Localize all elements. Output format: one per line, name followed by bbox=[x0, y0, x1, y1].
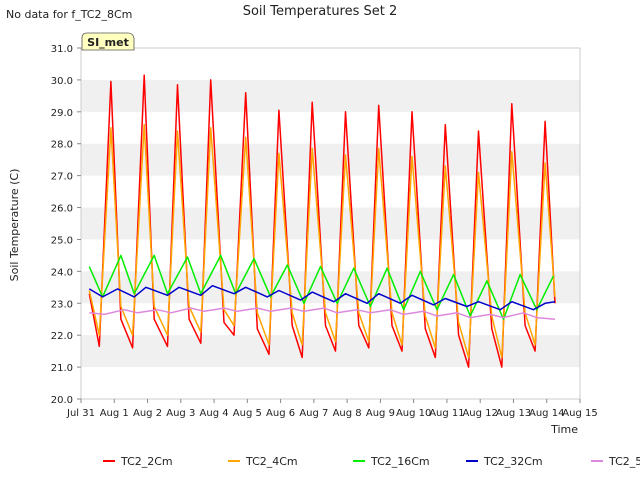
x-tick-label: Aug 7 bbox=[299, 408, 328, 419]
x-axis-label: Time bbox=[550, 423, 578, 436]
x-tick-label: Aug 10 bbox=[396, 408, 431, 419]
series-line-tc2-2cm bbox=[88, 74, 556, 368]
x-tick-label: Aug 3 bbox=[166, 408, 195, 419]
legend: TC2_2Cm TC2_4Cm TC2_16Cm TC2_32Cm TC2_50Cm bbox=[103, 455, 640, 468]
y-axis-ticks: 20.0 21.0 22.0 23.0 24.0 25.0 26.0 27.0 28.0 29.0… bbox=[51, 44, 81, 406]
y-tick-label: 22.0 bbox=[51, 331, 73, 342]
x-tick-label: Aug 12 bbox=[462, 408, 497, 419]
x-tick-label: Aug 6 bbox=[266, 408, 295, 419]
chart-title: Soil Temperatures Set 2 bbox=[243, 4, 398, 19]
si-met-badge: SI_met bbox=[81, 32, 135, 51]
legend-label-tc2-4cm: TC2_4Cm bbox=[245, 455, 298, 468]
y-tick-label: 25.0 bbox=[51, 235, 73, 246]
x-tick-label: Aug 15 bbox=[562, 408, 597, 419]
y-tick-label: 23.0 bbox=[51, 299, 73, 310]
legend-label-tc2-16cm: TC2_16Cm bbox=[370, 455, 430, 468]
legend-label-tc2-2cm: TC2_2Cm bbox=[120, 455, 173, 468]
x-tick-label: Aug 5 bbox=[233, 408, 262, 419]
x-tick-label: Aug 2 bbox=[133, 408, 162, 419]
series-lines bbox=[88, 74, 556, 368]
x-tick-label: Aug 9 bbox=[366, 408, 395, 419]
grid-band bbox=[81, 79, 580, 112]
y-axis-label: Soil Temperature (C) bbox=[8, 169, 21, 282]
series-line-tc2-4cm bbox=[88, 123, 556, 359]
si-met-label: SI_met bbox=[87, 36, 129, 49]
x-tick-label: Aug 14 bbox=[529, 408, 564, 419]
legend-label-tc2-32cm: TC2_32Cm bbox=[483, 455, 543, 468]
y-tick-label: 31.0 bbox=[51, 44, 73, 55]
series-line-tc2-32cm bbox=[88, 284, 556, 311]
plot-frame bbox=[80, 47, 581, 400]
grid-band bbox=[81, 143, 580, 176]
y-tick-label: 27.0 bbox=[51, 172, 73, 183]
y-tick-label: 26.0 bbox=[51, 204, 73, 215]
no-data-note: No data for f_TC2_8Cm bbox=[6, 8, 132, 21]
plot-background-bands bbox=[81, 48, 580, 399]
x-tick-label: Aug 1 bbox=[100, 408, 129, 419]
series-line-tc2-50cm bbox=[89, 307, 556, 320]
grid-band bbox=[81, 207, 580, 240]
y-tick-label: 30.0 bbox=[51, 76, 73, 87]
x-tick-label: Aug 13 bbox=[496, 408, 531, 419]
y-tick-label: 28.0 bbox=[51, 140, 73, 151]
x-axis-ticks: Jul 31 Aug 1 Aug 2 Aug 3 Aug 4 Aug 5 Aug 6 Aug … bbox=[66, 399, 598, 419]
x-tick-label: Aug 11 bbox=[429, 408, 464, 419]
x-tick-label: Jul 31 bbox=[66, 408, 95, 419]
series-line-tc2-16cm bbox=[88, 254, 555, 320]
y-tick-label: 29.0 bbox=[51, 108, 73, 119]
y-tick-label: 24.0 bbox=[51, 267, 73, 278]
y-tick-label: 20.0 bbox=[51, 395, 73, 406]
legend-label-tc2-50cm: TC2_50Cm bbox=[608, 455, 640, 468]
x-tick-label: Aug 8 bbox=[333, 408, 362, 419]
y-tick-label: 21.0 bbox=[51, 363, 73, 374]
x-tick-label: Aug 4 bbox=[200, 408, 229, 419]
